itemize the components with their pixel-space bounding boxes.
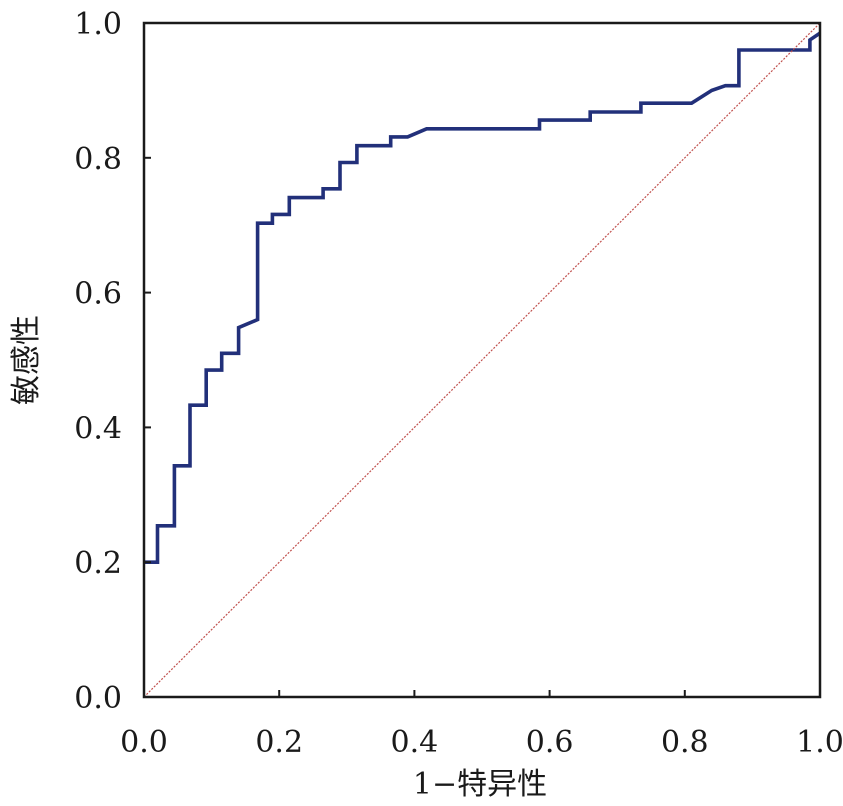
axes: 0.0 0.2 0.4 0.6 0.8 1.0 0.0 0.2 0.4 0.6 0.8 1.0 [74,7,843,760]
y-axis-title: 敏感性 [9,315,44,405]
y-tick-label: 0.6 [74,277,122,312]
x-tick-label: 0.0 [120,725,168,760]
y-tick-label: 0.8 [74,142,122,177]
x-tick-label: 0.6 [526,725,574,760]
y-tick-label: 0.4 [74,411,122,446]
y-tick-label: 0.2 [74,546,122,581]
x-tick-label: 0.4 [391,725,439,760]
roc-curve [144,31,822,564]
plot-frame [142,21,822,699]
y-tick-label: 1.0 [74,7,122,42]
plot-area [143,22,822,698]
x-tick-label: 0.2 [255,725,303,760]
x-tick-label: 0.8 [661,725,709,760]
y-tick-label: 0.0 [74,681,122,716]
x-tick-label: 1.0 [796,725,843,760]
x-axis-title: 1−特异性 [413,767,547,802]
reference-line [143,22,821,698]
